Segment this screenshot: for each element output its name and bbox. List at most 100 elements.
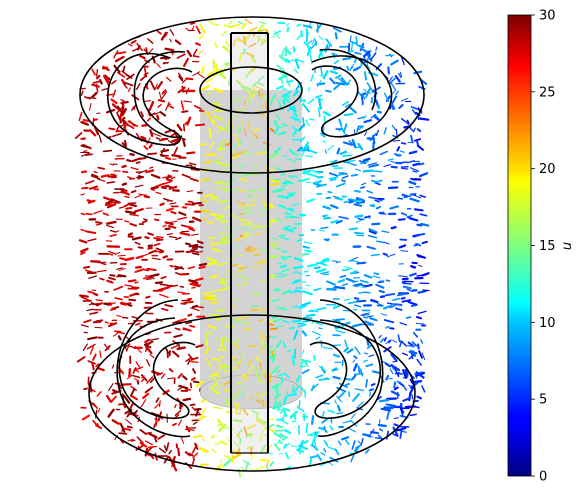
velocity-arrow <box>127 279 137 283</box>
velocity-arrow <box>309 454 319 459</box>
velocity-arrow <box>223 182 232 186</box>
velocity-arrow <box>211 357 221 362</box>
velocity-arrow <box>337 440 342 446</box>
velocity-arrow <box>329 77 336 85</box>
velocity-arrow <box>340 179 346 183</box>
velocity-arrow <box>398 244 407 249</box>
velocity-arrow <box>219 440 228 446</box>
velocity-arrow <box>214 42 218 49</box>
velocity-arrow <box>412 127 416 133</box>
velocity-arrow <box>306 359 308 365</box>
velocity-arrow <box>218 423 227 432</box>
velocity-arrow <box>344 382 350 387</box>
velocity-arrow <box>177 447 181 457</box>
velocity-arrow <box>182 327 192 332</box>
velocity-arrow <box>280 408 285 414</box>
velocity-arrow <box>222 369 231 373</box>
velocity-arrow <box>119 422 126 433</box>
velocity-arrow <box>209 152 216 156</box>
velocity-arrow <box>165 442 170 452</box>
velocity-arrow <box>369 204 376 208</box>
velocity-arrow <box>209 301 218 305</box>
velocity-arrow <box>282 341 287 349</box>
velocity-arrow <box>189 403 196 407</box>
velocity-arrow <box>239 165 247 167</box>
velocity-arrow <box>277 188 285 192</box>
velocity-arrow <box>339 274 347 279</box>
velocity-arrow <box>280 195 289 200</box>
velocity-arrow <box>252 224 263 229</box>
velocity-arrow <box>296 238 303 243</box>
velocity-arrow <box>368 196 377 200</box>
velocity-arrow <box>375 46 378 51</box>
velocity-arrow <box>249 199 255 202</box>
velocity-arrow <box>306 432 315 436</box>
velocity-arrow <box>120 383 132 386</box>
velocity-arrow <box>369 391 372 397</box>
velocity-arrow <box>399 429 403 439</box>
velocity-arrow <box>80 144 91 149</box>
velocity-arrow <box>89 346 94 355</box>
velocity-arrow <box>249 395 253 400</box>
velocity-arrow <box>157 104 162 108</box>
velocity-arrow <box>118 432 128 435</box>
velocity-arrow <box>315 374 324 379</box>
velocity-arrow <box>299 365 307 368</box>
velocity-arrow <box>408 350 418 355</box>
velocity-arrow <box>273 178 282 181</box>
velocity-arrow <box>290 445 298 448</box>
velocity-arrow <box>271 315 277 320</box>
velocity-arrow <box>399 322 408 326</box>
velocity-arrow <box>291 355 296 366</box>
velocity-arrow <box>235 79 244 88</box>
velocity-arrow <box>311 41 318 49</box>
velocity-arrow <box>336 260 341 264</box>
velocity-arrow <box>252 292 261 296</box>
loop-top-left-inner <box>133 51 186 139</box>
velocity-arrow <box>335 74 342 79</box>
velocity-arrow <box>276 64 286 73</box>
velocity-arrow <box>395 90 399 96</box>
velocity-arrow <box>168 368 174 373</box>
velocity-arrow <box>255 466 265 470</box>
velocity-arrow <box>360 437 364 446</box>
velocity-arrow <box>92 353 97 361</box>
velocity-arrow <box>179 231 191 237</box>
velocity-arrow <box>248 365 254 375</box>
velocity-arrow <box>166 232 174 236</box>
velocity-arrow <box>234 402 238 414</box>
velocity-arrow <box>254 85 264 91</box>
velocity-arrow <box>174 140 180 144</box>
velocity-arrow <box>127 87 131 92</box>
velocity-arrow <box>193 104 202 110</box>
velocity-arrow <box>347 427 357 433</box>
velocity-arrow <box>81 186 89 190</box>
velocity-arrow <box>391 95 398 105</box>
velocity-arrow <box>130 439 136 442</box>
velocity-arrow <box>220 458 223 464</box>
velocity-arrow <box>144 338 150 344</box>
velocity-arrow <box>307 264 314 268</box>
velocity-arrow <box>149 80 156 91</box>
velocity-arrow <box>141 220 148 224</box>
velocity-arrow <box>320 226 329 230</box>
velocity-arrow <box>348 140 354 146</box>
velocity-arrow <box>325 89 332 93</box>
velocity-arrow <box>343 123 348 133</box>
velocity-arrow <box>235 136 240 143</box>
velocity-arrow <box>195 344 204 348</box>
velocity-arrow <box>207 294 217 298</box>
velocity-arrow <box>140 399 147 408</box>
velocity-arrow <box>130 166 139 171</box>
velocity-arrow <box>188 162 197 166</box>
velocity-arrow <box>387 186 399 190</box>
velocity-arrow <box>233 143 237 150</box>
velocity-arrow <box>210 242 220 246</box>
velocity-arrow <box>256 81 265 87</box>
velocity-arrow <box>237 166 243 169</box>
velocity-arrow <box>268 274 276 279</box>
velocity-arrow <box>271 35 276 38</box>
velocity-arrow <box>374 199 380 203</box>
velocity-arrow <box>184 388 192 391</box>
velocity-arrow <box>137 246 144 249</box>
